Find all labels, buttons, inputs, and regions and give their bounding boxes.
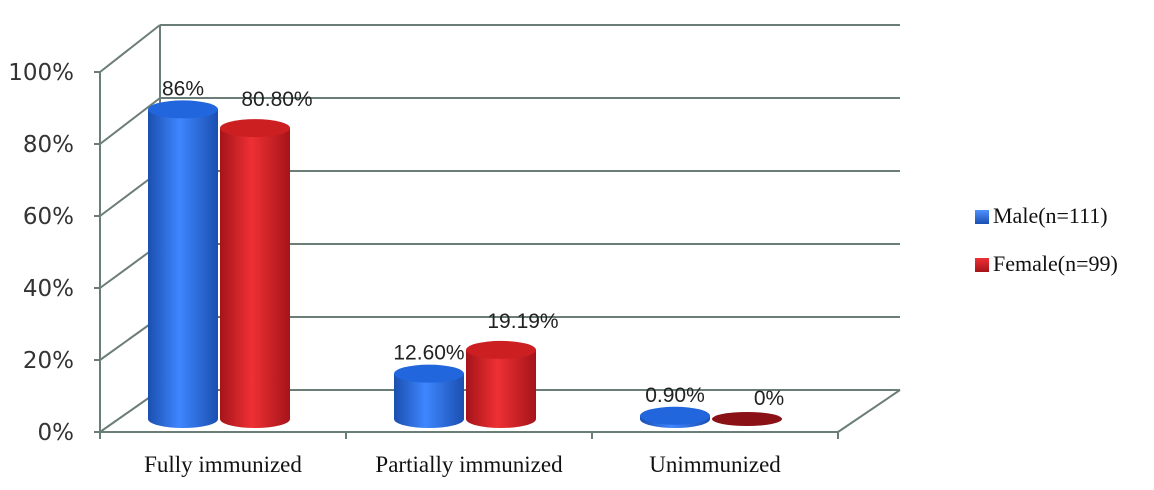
bar-body [466,349,536,428]
bar-body [148,109,218,429]
bar-top [220,119,290,138]
bar-top [640,406,710,425]
legend-swatch [975,210,989,224]
bar-1-2 [712,412,782,426]
legend-item: Female(n=99) [975,251,1118,276]
bar-1-1 [466,340,536,428]
y-tick-label: 0% [38,420,75,446]
y-tick-label: 80% [23,132,74,158]
bar-top [712,412,782,426]
x-category-label: Fully immunized [144,452,302,477]
legend-swatch [975,258,989,272]
bar-0-1 [394,364,464,428]
y-tick-label: 100% [8,60,74,86]
data-label: 0% [754,387,784,410]
data-label: 86% [162,77,204,100]
bar-0-2 [640,406,710,428]
bars [148,100,782,429]
legend-item: Male(n=111) [975,203,1108,228]
x-category-label: Partially immunized [375,452,563,477]
bar-0-0 [148,100,218,429]
side-gridline [99,97,161,145]
bar-1-0 [220,119,290,428]
side-gridline [99,24,161,73]
bar-top [466,340,536,359]
data-label: 0.90% [645,384,705,407]
legend-label: Female(n=99) [993,251,1118,276]
legend-label: Male(n=111) [993,203,1108,228]
floor-right-edge [837,389,901,433]
bar-top [394,364,464,383]
bar-body [220,128,290,428]
y-tick-label: 40% [23,276,74,302]
data-label: 12.60% [393,342,464,365]
data-labels: 86% 12.60% 0.90% 80.80% 19.19% 0% [162,77,784,410]
y-tick-label: 60% [23,204,74,230]
y-tick-label: 20% [23,348,74,374]
data-label: 19.19% [487,310,558,333]
data-label: 80.80% [241,88,312,111]
legend: Male(n=111) Female(n=99) [975,203,1118,276]
bar-top [148,100,218,119]
x-category-label: Unimmunized [649,452,781,477]
bar-body [394,373,464,428]
